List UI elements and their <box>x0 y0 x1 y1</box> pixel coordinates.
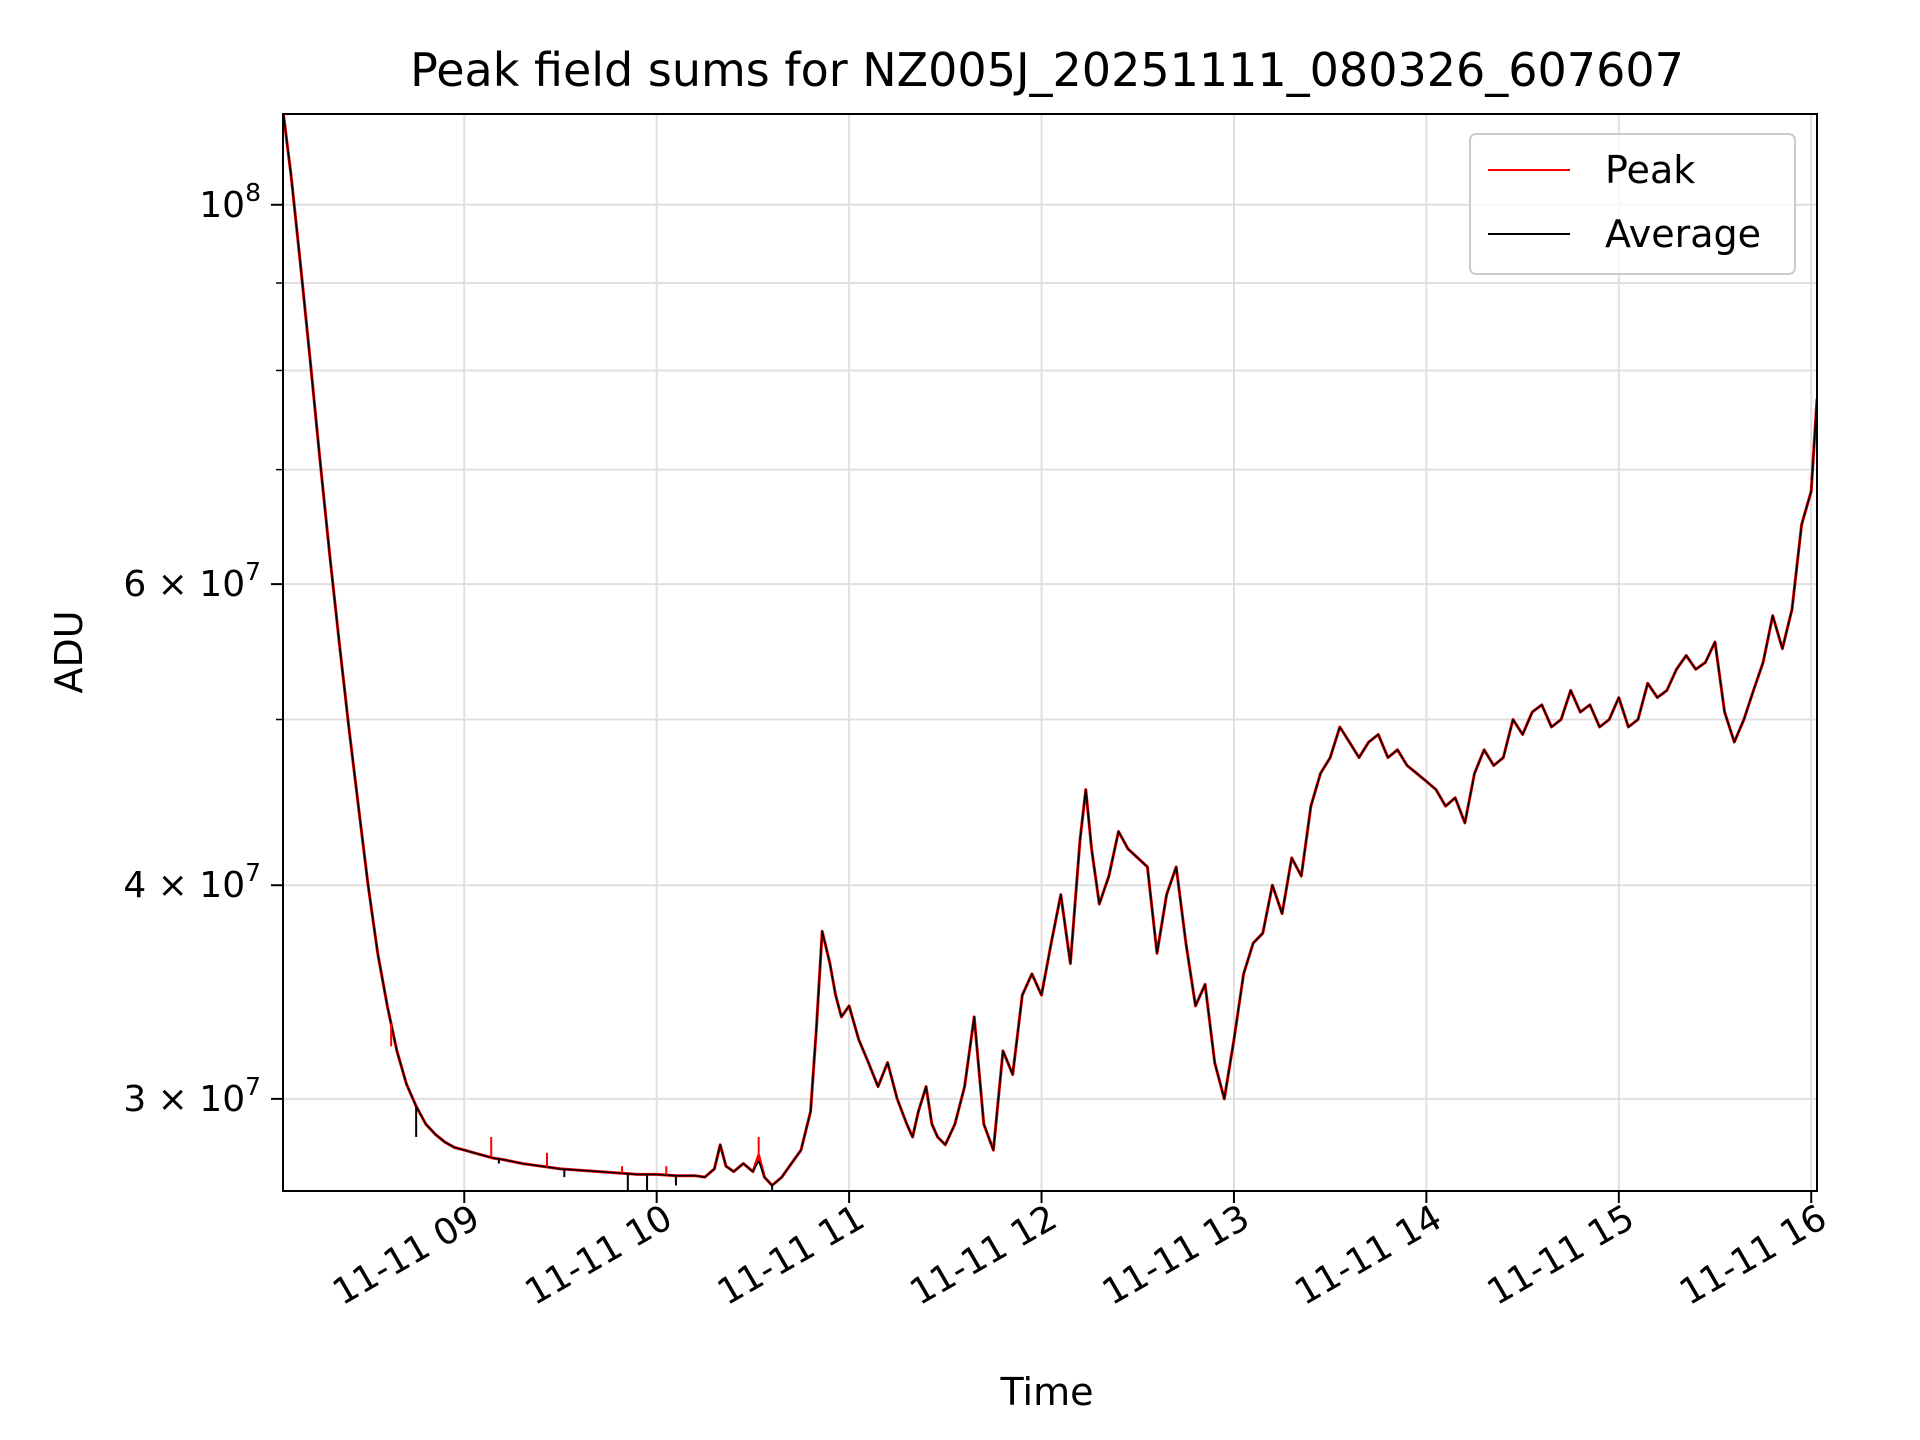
x-axis-label: Time <box>1000 1370 1094 1414</box>
legend-label-average: Average <box>1605 212 1761 256</box>
chart-title: Peak field sums for NZ005J_20251111_0803… <box>410 43 1684 97</box>
y-tick-label: 6 × 107 <box>123 557 261 605</box>
y-axis-label: ADU <box>47 610 91 693</box>
grid-lines <box>283 114 1817 1191</box>
legend: Peak Average <box>1469 133 1796 275</box>
y-tick-label: 4 × 107 <box>123 858 261 906</box>
legend-label-peak: Peak <box>1605 148 1695 192</box>
series-line-average <box>283 114 1817 1187</box>
y-tick-label: 3 × 107 <box>123 1072 261 1120</box>
plot-frame <box>282 113 1818 1192</box>
y-tick-label: 108 <box>199 178 261 226</box>
series-layer <box>283 114 1817 1191</box>
